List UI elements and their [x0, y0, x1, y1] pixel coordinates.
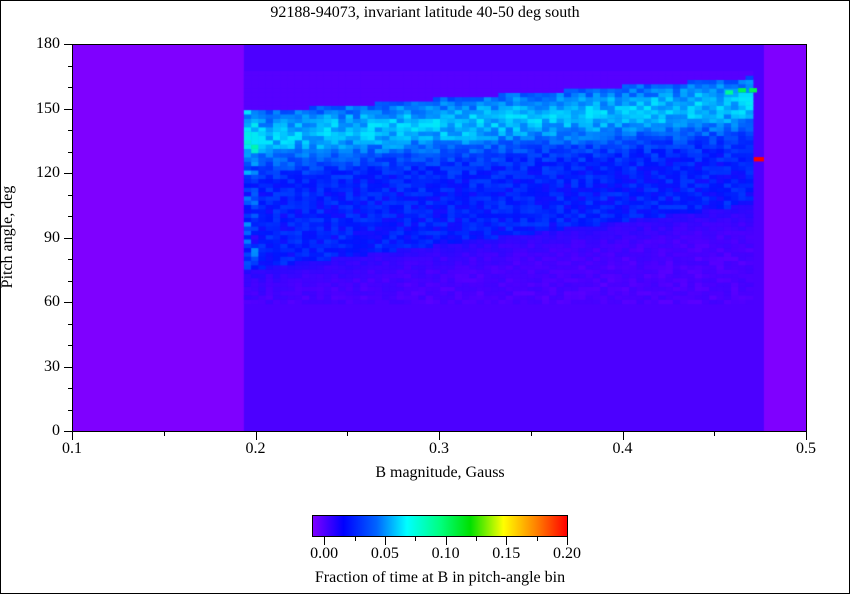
- y-tick-label: 90: [44, 228, 60, 246]
- y-tick-label: 120: [36, 164, 60, 181]
- y-tick: [68, 216, 72, 217]
- y-tick: [64, 302, 72, 303]
- y-tick: [64, 44, 72, 45]
- y-tick: [68, 409, 72, 411]
- x-tick: [163, 432, 165, 436]
- colorbar-tick-label: 0.05: [370, 545, 399, 562]
- x-tick: [255, 432, 257, 440]
- x-tick: [714, 432, 716, 436]
- y-tick: [68, 345, 72, 346]
- y-axis-label: Pitch angle, deg: [0, 185, 16, 289]
- x-tick: [72, 432, 73, 440]
- x-tick-label: 0.1: [62, 440, 82, 457]
- colorbar-tick: [475, 537, 477, 541]
- chart-title: 92188-94073, invariant latitude 40-50 de…: [270, 4, 580, 21]
- colorbar-tick: [536, 537, 538, 541]
- colorbar-tick: [324, 537, 326, 545]
- x-axis-label: B magnitude, Gauss: [375, 464, 505, 481]
- x-tick: [439, 432, 440, 440]
- colorbar-tick: [384, 537, 386, 545]
- y-tick: [64, 366, 72, 368]
- x-tick-label: 0.4: [612, 440, 633, 457]
- y-tick: [64, 431, 72, 432]
- colorbar-tick-label: 0.15: [492, 545, 521, 562]
- colorbar-tick-label: 0.00: [310, 545, 339, 562]
- x-tick: [622, 432, 624, 440]
- x-tick-label: 0.2: [245, 440, 266, 457]
- colorbar-tick-label: 0.20: [553, 545, 581, 562]
- y-tick-label: 0: [52, 422, 60, 439]
- y-tick-label: 60: [44, 293, 60, 310]
- colorbar-tick: [415, 537, 417, 541]
- colorbar-tick: [354, 537, 356, 541]
- y-tick-label: 30: [44, 357, 60, 375]
- y-tick: [68, 87, 72, 88]
- x-tick-label: 0.5: [796, 440, 816, 457]
- y-tick-label: 150: [36, 99, 60, 117]
- x-tick-label: 0.3: [429, 440, 449, 457]
- y-tick: [68, 194, 72, 196]
- x-tick: [347, 432, 349, 436]
- x-tick: [530, 432, 532, 436]
- colorbar-tick-label: 0.10: [431, 545, 460, 562]
- y-tick: [64, 108, 72, 110]
- y-tick-label: 180: [36, 35, 60, 52]
- y-tick: [64, 237, 72, 239]
- colorbar-tick: [445, 537, 447, 545]
- y-tick: [64, 173, 72, 174]
- y-tick: [68, 259, 72, 260]
- heatmap-canvas: [73, 45, 806, 431]
- y-tick: [68, 280, 72, 282]
- colorbar-tick: [506, 537, 508, 545]
- x-tick: [806, 432, 807, 440]
- colorbar: [312, 515, 568, 537]
- y-tick: [68, 388, 72, 389]
- y-tick: [68, 151, 72, 153]
- heatmap-plot-area: [72, 44, 807, 432]
- y-tick: [68, 65, 72, 67]
- y-tick: [68, 130, 72, 131]
- colorbar-tick: [567, 537, 568, 545]
- y-tick: [68, 323, 72, 325]
- colorbar-label: Fraction of time at B in pitch-angle bin: [314, 569, 566, 586]
